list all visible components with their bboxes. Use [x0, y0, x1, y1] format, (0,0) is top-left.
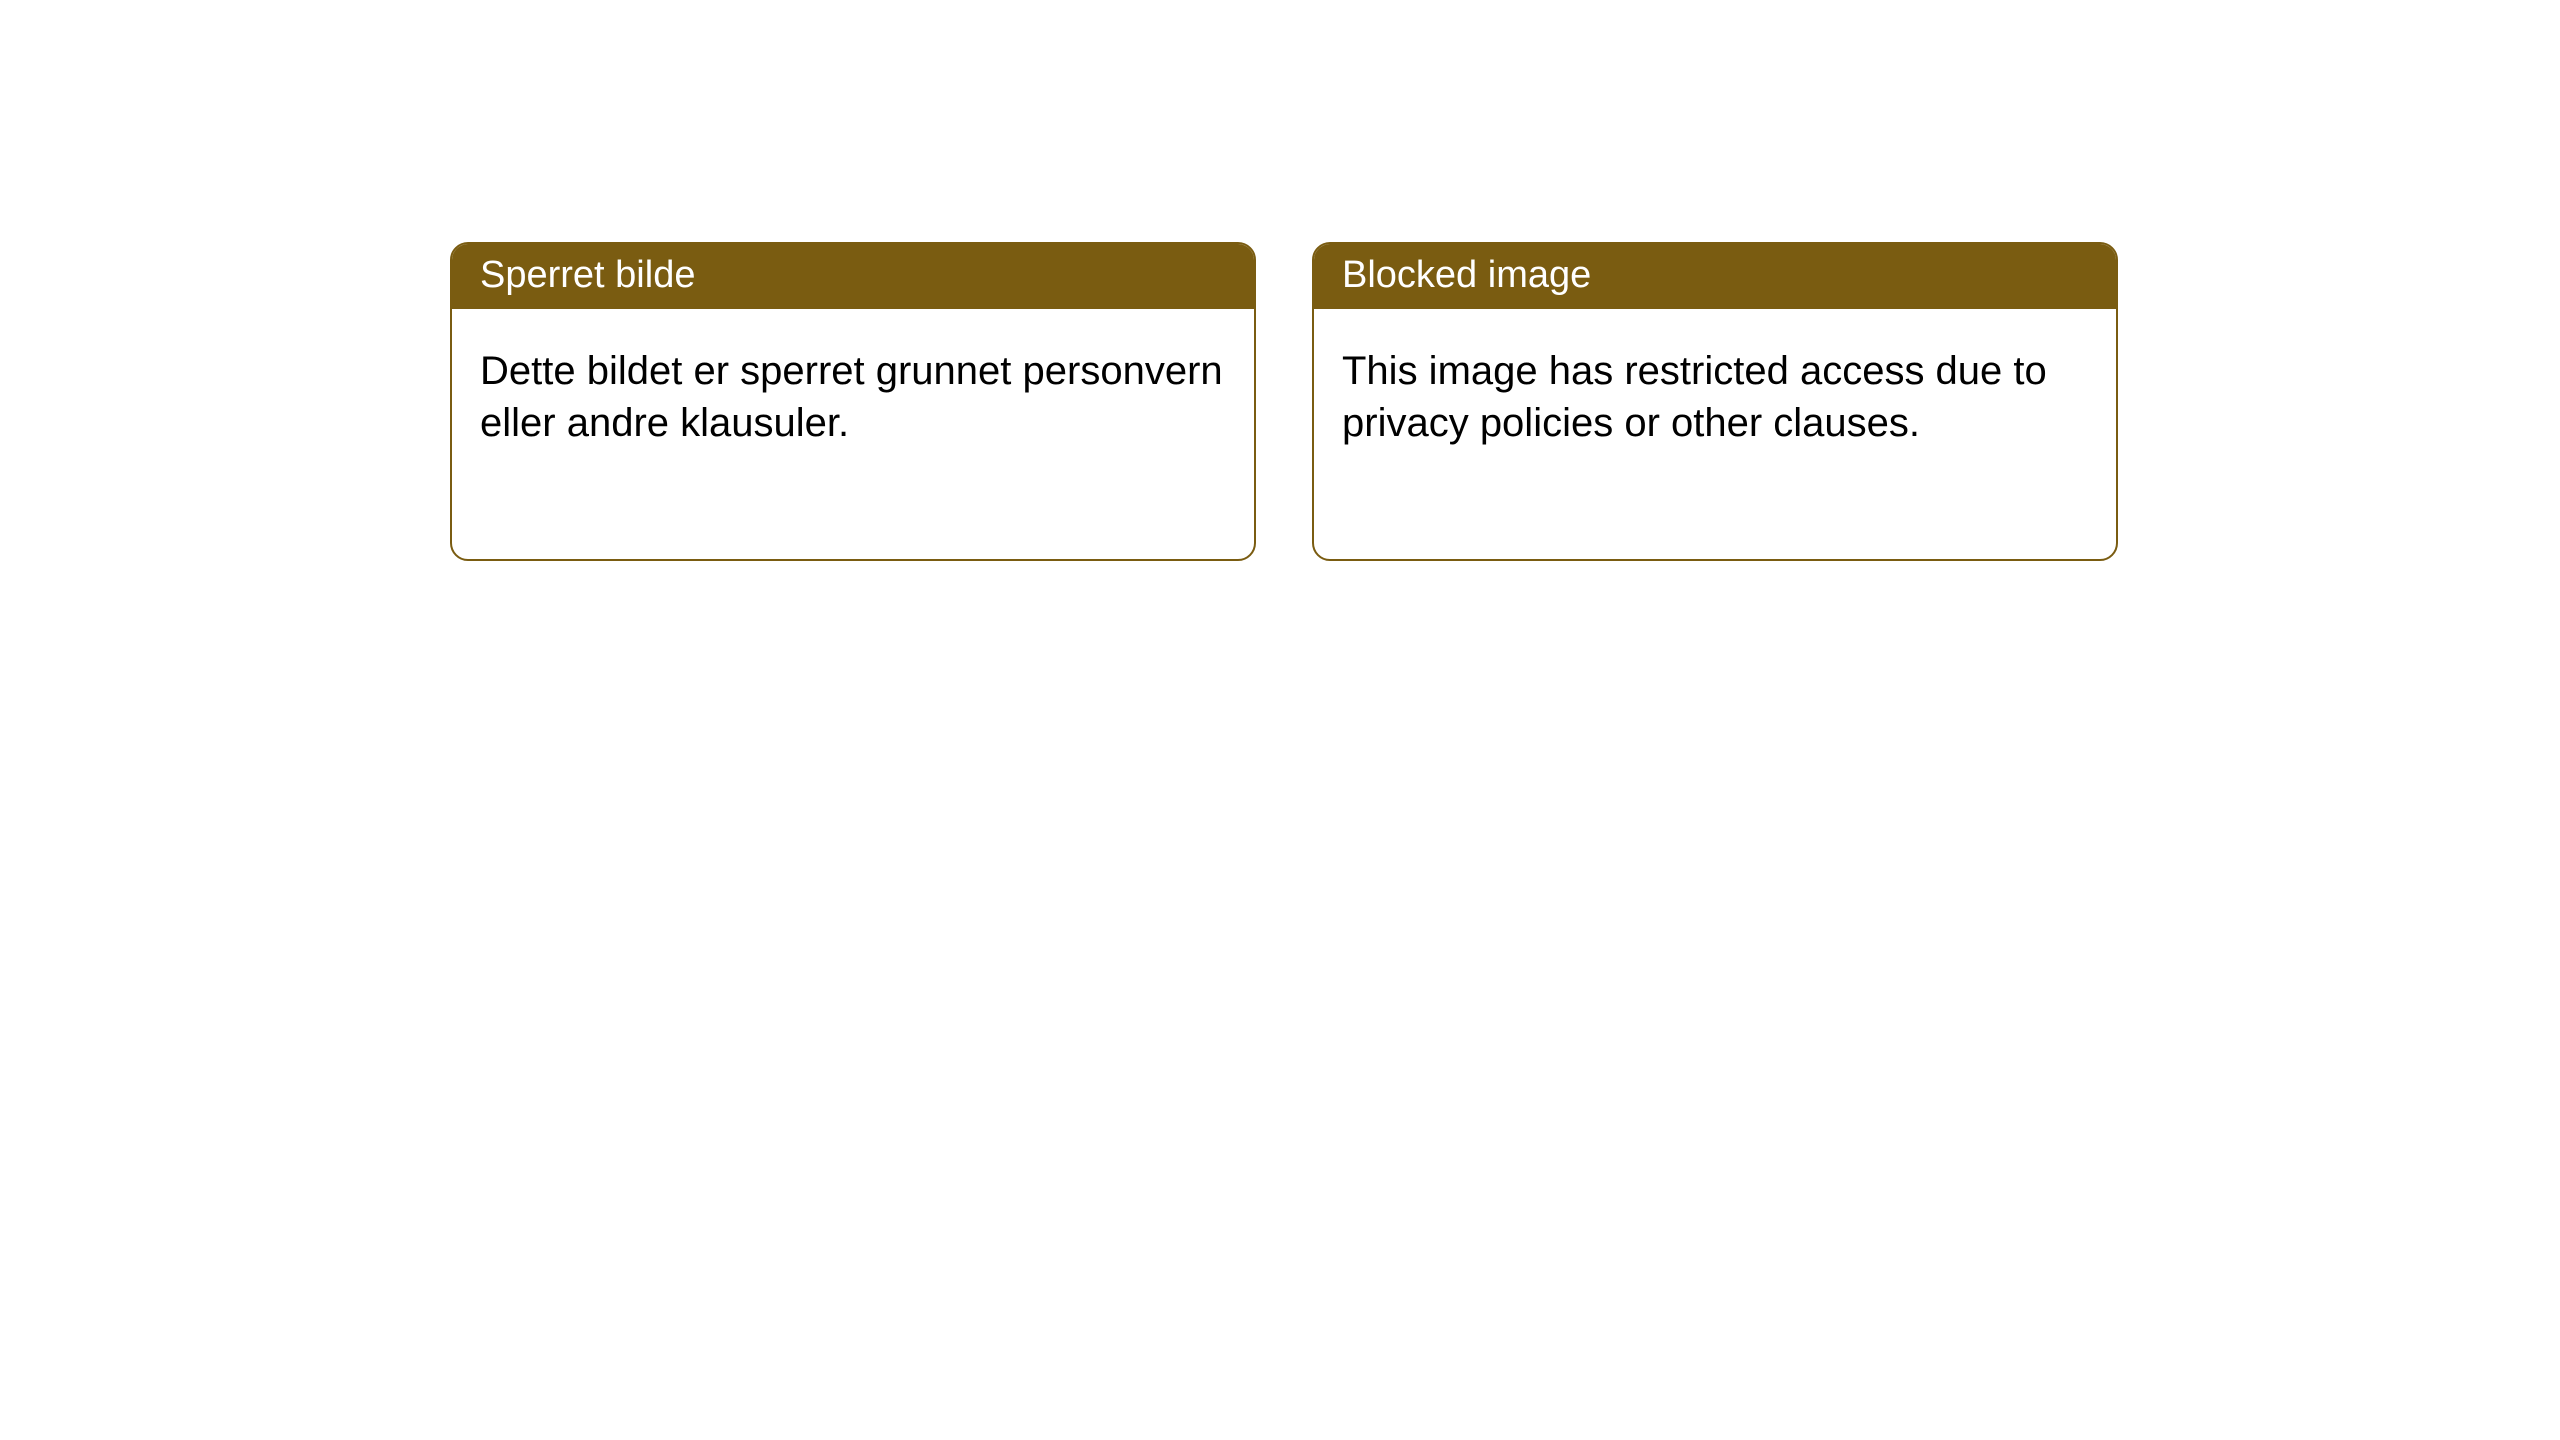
notice-message: Dette bildet er sperret grunnet personve… — [480, 349, 1223, 445]
notice-message: This image has restricted access due to … — [1342, 349, 2047, 445]
notice-header: Sperret bilde — [452, 244, 1254, 309]
notice-body: This image has restricted access due to … — [1314, 309, 2116, 559]
notice-title: Blocked image — [1342, 254, 1591, 296]
notice-body: Dette bildet er sperret grunnet personve… — [452, 309, 1254, 559]
notice-container: Sperret bilde Dette bildet er sperret gr… — [0, 0, 2560, 561]
notice-card-english: Blocked image This image has restricted … — [1312, 242, 2118, 561]
notice-header: Blocked image — [1314, 244, 2116, 309]
notice-title: Sperret bilde — [480, 254, 695, 296]
notice-card-norwegian: Sperret bilde Dette bildet er sperret gr… — [450, 242, 1256, 561]
